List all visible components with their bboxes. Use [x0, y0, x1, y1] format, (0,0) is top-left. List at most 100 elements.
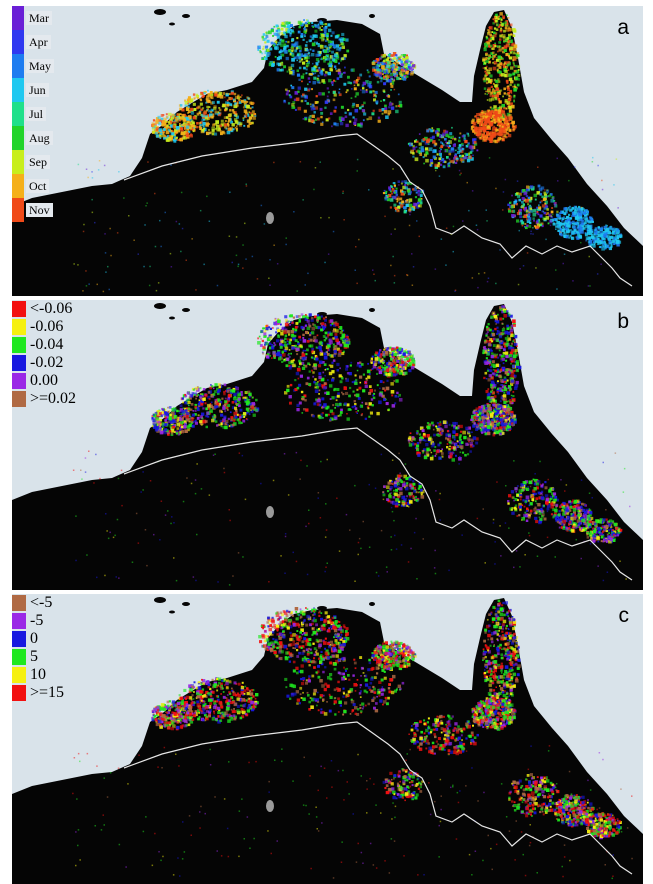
legend-entry: <-5: [12, 594, 64, 612]
island: [182, 14, 190, 18]
island: [369, 308, 375, 312]
legend-swatch: [12, 150, 24, 174]
lake-feature: [266, 800, 274, 812]
legend-label: 0: [30, 630, 38, 647]
legend-swatch: [12, 126, 24, 150]
legend-entry: -0.02: [12, 354, 76, 372]
legend-label: 5: [30, 648, 38, 665]
legend-entry: -5: [12, 612, 64, 630]
legend-label: <-0.06: [30, 300, 73, 317]
lake-feature: [266, 212, 274, 224]
legend-swatch: [12, 391, 26, 407]
legend-label: Oct: [26, 179, 50, 193]
legend-label: Jul: [26, 107, 47, 121]
legend-swatch: [12, 102, 24, 126]
legend-swatch: [12, 30, 24, 54]
legend-label: -5: [30, 612, 44, 629]
state-boundary-line: [123, 133, 633, 287]
map-b: [12, 303, 643, 590]
legend-label: May: [26, 59, 54, 73]
legend-label: Nov: [26, 203, 53, 217]
legend-label: Sep: [26, 155, 50, 169]
legend-entry: 0.00: [12, 372, 76, 390]
legend-swatch: [12, 685, 26, 701]
legend-swatch: [12, 78, 24, 102]
legend-entry: Oct: [12, 174, 54, 198]
legend-swatch: [12, 595, 26, 611]
legend-entry: Jul: [12, 102, 54, 126]
legend-swatch: [12, 337, 26, 353]
legend-entry: -0.04: [12, 336, 76, 354]
island: [182, 602, 190, 606]
map-panel-a: Mar Apr May Jun Jul Aug Sep Oct Nov a: [12, 6, 643, 296]
legend-swatch: [12, 6, 24, 30]
legend-swatch: [12, 631, 26, 647]
map-panel-b: <-0.06 -0.06 -0.04 -0.02 0.00 >=0.02 b: [12, 300, 643, 590]
lake-feature: [266, 506, 274, 518]
legend-entry: Nov: [12, 198, 54, 222]
map-panel-c: <-5 -5 0 5 10 >=15 c: [12, 594, 643, 884]
legend-swatch: [12, 667, 26, 683]
island: [182, 308, 190, 312]
legend-month: Mar Apr May Jun Jul Aug Sep Oct Nov: [12, 6, 54, 222]
legend-label: Mar: [26, 11, 52, 25]
legend-label: Apr: [26, 35, 51, 49]
legend-swatch: [12, 319, 26, 335]
legend-entry: Sep: [12, 150, 54, 174]
legend-entry: <-0.06: [12, 300, 76, 318]
legend-slope: <-0.06 -0.06 -0.04 -0.02 0.00 >=0.02: [12, 300, 76, 408]
legend-entry: >=0.02: [12, 390, 76, 408]
legend-swatch: [12, 613, 26, 629]
map-a: [12, 9, 643, 296]
legend-label: Jun: [26, 83, 49, 97]
legend-entry: -0.06: [12, 318, 76, 336]
island: [169, 22, 175, 26]
island: [154, 9, 166, 15]
legend-entry: May: [12, 54, 54, 78]
island: [369, 602, 375, 606]
state-boundary-line: [123, 427, 633, 581]
legend-entry: Mar: [12, 6, 54, 30]
island: [154, 303, 166, 309]
legend-label: -0.04: [30, 336, 64, 353]
state-boundary-line: [123, 721, 633, 875]
legend-entry: Apr: [12, 30, 54, 54]
map-c: [12, 597, 643, 884]
island: [169, 610, 175, 614]
legend-label: -0.06: [30, 318, 64, 335]
land-mass: [12, 304, 643, 590]
legend-label: >=0.02: [30, 390, 77, 407]
panel-label-a: a: [617, 16, 629, 39]
legend-change: <-5 -5 0 5 10 >=15: [12, 594, 64, 702]
land-mass: [12, 598, 643, 884]
legend-entry: Aug: [12, 126, 54, 150]
island: [369, 14, 375, 18]
legend-label: -0.02: [30, 354, 64, 371]
legend-swatch: [12, 649, 26, 665]
vegetation-pixels: [73, 12, 623, 293]
legend-swatch: [12, 355, 26, 371]
legend-swatch: [12, 301, 26, 317]
legend-entry: >=15: [12, 684, 64, 702]
island: [154, 597, 166, 603]
legend-entry: 10: [12, 666, 64, 684]
island: [317, 312, 327, 316]
legend-swatch: [12, 373, 26, 389]
legend-swatch: [12, 198, 24, 222]
legend-label: 10: [30, 666, 46, 683]
island: [317, 606, 327, 610]
legend-entry: 0: [12, 630, 64, 648]
legend-label: >=15: [30, 684, 65, 701]
legend-label: Aug: [26, 131, 53, 145]
vegetation-pixels: [72, 305, 631, 586]
legend-swatch: [12, 174, 24, 198]
vegetation-pixels: [72, 599, 633, 880]
island: [169, 316, 175, 320]
legend-label: <-5: [30, 594, 53, 611]
legend-swatch: [12, 54, 24, 78]
panel-label-b: b: [617, 310, 629, 333]
legend-entry: Jun: [12, 78, 54, 102]
panel-label-c: c: [618, 604, 630, 627]
legend-label: 0.00: [30, 372, 58, 389]
legend-entry: 5: [12, 648, 64, 666]
